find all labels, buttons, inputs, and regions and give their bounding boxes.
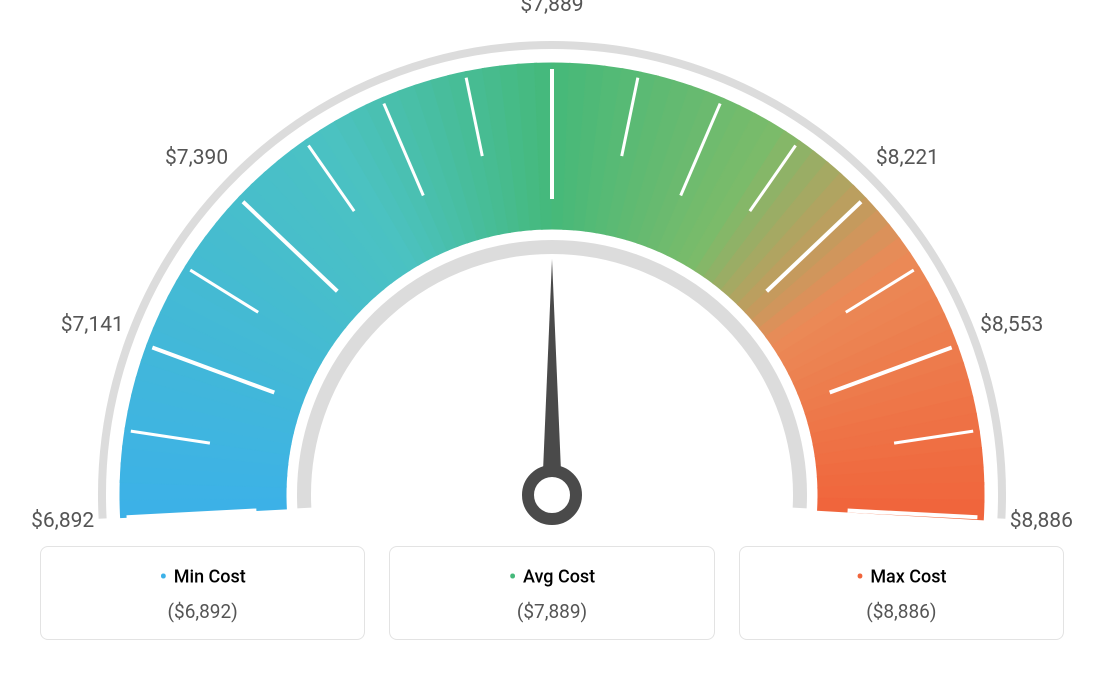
gauge-tick-label: $7,141 xyxy=(61,313,124,337)
min-dot-icon: • xyxy=(160,565,168,590)
avg-cost-label: Avg Cost xyxy=(523,566,595,587)
min-cost-value: ($6,892) xyxy=(51,600,354,623)
max-cost-value: ($8,886) xyxy=(750,600,1053,623)
min-cost-label: Min Cost xyxy=(174,566,246,587)
gauge-tick-label: $8,221 xyxy=(876,146,939,170)
gauge-tick-label: $8,553 xyxy=(980,313,1043,337)
avg-cost-title: • Avg Cost xyxy=(400,565,703,590)
legend-cards: • Min Cost ($6,892) • Avg Cost ($7,889) … xyxy=(0,546,1104,640)
gauge-tick-label: $7,390 xyxy=(165,146,228,170)
avg-cost-card: • Avg Cost ($7,889) xyxy=(389,546,714,640)
max-cost-label: Max Cost xyxy=(870,566,946,587)
gauge-svg xyxy=(0,0,1104,540)
max-cost-card: • Max Cost ($8,886) xyxy=(739,546,1064,640)
max-cost-title: • Max Cost xyxy=(750,565,1053,590)
gauge-chart: $6,892 $7,141 $7,390 $7,889 $8,221 $8,553 $8,8… xyxy=(0,0,1104,540)
min-cost-title: • Min Cost xyxy=(51,565,354,590)
gauge-tick-label: $7,889 xyxy=(520,0,583,17)
avg-dot-icon: • xyxy=(509,565,517,590)
avg-cost-value: ($7,889) xyxy=(400,600,703,623)
gauge-tick-label: $8,886 xyxy=(1010,509,1073,533)
max-dot-icon: • xyxy=(856,565,864,590)
gauge-tick-label: $6,892 xyxy=(31,509,94,533)
min-cost-card: • Min Cost ($6,892) xyxy=(40,546,365,640)
